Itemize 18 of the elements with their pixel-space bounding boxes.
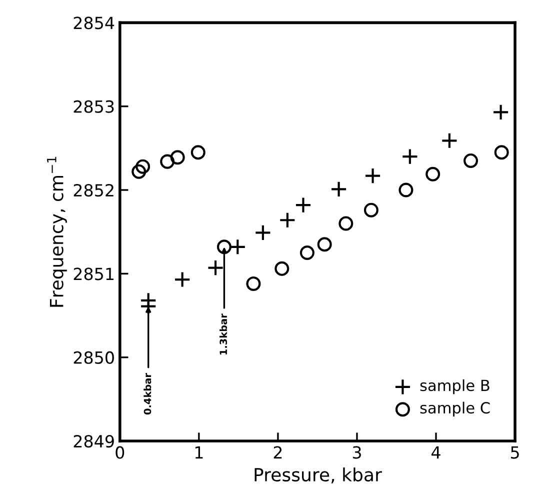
y-tick-label: 2854 [74, 16, 114, 30]
x-axis-title: Pressure, kbar [254, 468, 382, 484]
y-tick-label: 2849 [74, 434, 114, 448]
y-tick-label: 2852 [74, 184, 114, 197]
x-tick-label: 5 [511, 446, 519, 459]
y-tick-label: 2850 [74, 351, 114, 364]
x-tick-label: 2 [274, 446, 282, 459]
x-tick-label: 3 [352, 446, 361, 459]
x-tick-label: 0 [116, 446, 124, 459]
legend-label: sample B [420, 379, 490, 394]
legend-label: sample C [420, 402, 490, 417]
y-axis-title: Frequency, cm$^{−1}$ [47, 156, 67, 307]
y-tick-label: 2851 [74, 268, 114, 280]
x-tick-label: 4 [432, 446, 440, 459]
x-tick-label: 1 [195, 446, 203, 459]
annotation: 0.4kbar [144, 372, 152, 415]
annotation: 1.3kbar [220, 314, 228, 354]
y-tick-label: 2853 [74, 100, 114, 113]
